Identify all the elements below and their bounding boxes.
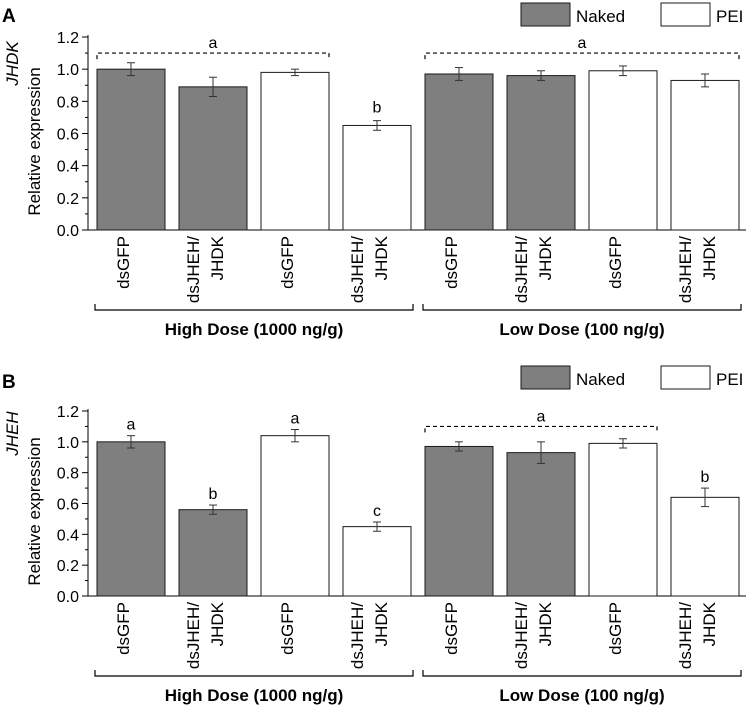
bar: [342, 526, 412, 597]
y-tick-label: 0.8: [57, 466, 79, 483]
legend-swatch-naked: [520, 365, 571, 390]
panel-label: A: [2, 6, 16, 27]
panel-label: B: [2, 372, 16, 393]
significance-letter: c: [373, 503, 381, 520]
y-tick-label: 1.0: [57, 435, 79, 452]
y-tick-label: 0.6: [57, 497, 79, 514]
significance-letter: b: [209, 486, 218, 503]
significance-bracket: [96, 52, 330, 60]
x-tick-label: dsGFP: [442, 602, 461, 655]
legend-label-pei: PEI: [716, 370, 743, 389]
y-axis-label: Relative expression: [25, 437, 44, 585]
x-tick-label: JHDK: [536, 601, 555, 646]
bar: [670, 79, 740, 231]
y-tick-label: 1.2: [57, 404, 79, 421]
legend-label-naked: Naked: [576, 7, 625, 26]
x-tick-label: JHDK: [208, 235, 227, 280]
legend-swatch-pei: [660, 365, 711, 390]
significance-letter: a: [127, 417, 136, 434]
x-tick-label: dsJHEH/: [512, 236, 531, 303]
x-tick-label: JHDK: [372, 601, 391, 646]
x-tick-label: dsGFP: [606, 236, 625, 289]
significance-letter: b: [373, 100, 382, 117]
bar: [588, 442, 658, 597]
x-tick-label: dsGFP: [606, 602, 625, 655]
bar: [424, 73, 494, 231]
y-axis-gene-label: JHDK: [3, 41, 22, 87]
bar: [588, 70, 658, 231]
significance-letter: b: [701, 469, 710, 486]
x-tick-label: JHDK: [700, 235, 719, 280]
bar: [178, 509, 248, 597]
y-tick-label: 0.2: [57, 191, 79, 208]
legend-swatch-naked: [520, 2, 571, 27]
x-tick-label: dsGFP: [114, 602, 133, 655]
x-tick-label: dsJHEH/: [676, 236, 695, 303]
x-tick-label: dsJHEH/: [676, 602, 695, 669]
x-tick-label: dsJHEH/: [348, 236, 367, 303]
x-tick-label: dsJHEH/: [184, 602, 203, 669]
significance-letter: a: [291, 410, 300, 427]
bar: [260, 71, 330, 231]
x-tick-label: dsGFP: [442, 236, 461, 289]
bar: [178, 86, 248, 231]
group-label: High Dose (1000 ng/g): [165, 686, 344, 705]
bar: [260, 435, 330, 597]
x-tick-label: dsJHEH/: [184, 236, 203, 303]
legend-label-pei: PEI: [716, 7, 743, 26]
group-bracket: [422, 304, 742, 311]
y-tick-label: 1.2: [57, 30, 79, 47]
group-label: High Dose (1000 ng/g): [165, 320, 344, 339]
group-label: Low Dose (100 ng/g): [499, 320, 664, 339]
group-label: Low Dose (100 ng/g): [499, 686, 664, 705]
significance-bracket: [424, 425, 658, 433]
legend-swatch-pei: [660, 2, 711, 27]
x-tick-label: dsJHEH/: [512, 602, 531, 669]
group-bracket: [94, 670, 414, 677]
bar: [506, 75, 576, 231]
x-tick-label: dsGFP: [278, 236, 297, 289]
x-tick-label: dsGFP: [114, 236, 133, 289]
y-axis-gene-label: JHEH: [3, 411, 22, 457]
y-tick-label: 0.2: [57, 558, 79, 575]
bar: [342, 124, 412, 231]
x-tick-label: JHDK: [700, 601, 719, 646]
group-bracket: [422, 670, 742, 677]
bar: [96, 68, 166, 231]
significance-bracket: [424, 52, 740, 60]
x-tick-label: dsJHEH/: [348, 602, 367, 669]
y-tick-label: 0.0: [57, 589, 79, 606]
group-bracket: [94, 304, 414, 311]
x-tick-label: JHDK: [536, 235, 555, 280]
significance-letter: a: [209, 35, 218, 52]
y-tick-label: 1.0: [57, 62, 79, 79]
bar: [96, 441, 166, 597]
significance-letter: a: [578, 35, 587, 52]
bar: [506, 452, 576, 597]
x-tick-label: JHDK: [208, 601, 227, 646]
y-tick-label: 0.0: [57, 223, 79, 240]
bar: [670, 496, 740, 597]
x-tick-label: JHDK: [372, 235, 391, 280]
y-tick-label: 0.4: [57, 527, 79, 544]
bar: [424, 445, 494, 597]
y-tick-label: 0.8: [57, 94, 79, 111]
y-tick-label: 0.4: [57, 159, 79, 176]
significance-letter: a: [537, 408, 546, 425]
y-tick-label: 0.6: [57, 127, 79, 144]
legend-label-naked: Naked: [576, 370, 625, 389]
x-tick-label: dsGFP: [278, 602, 297, 655]
y-axis-label: Relative expression: [25, 67, 44, 215]
